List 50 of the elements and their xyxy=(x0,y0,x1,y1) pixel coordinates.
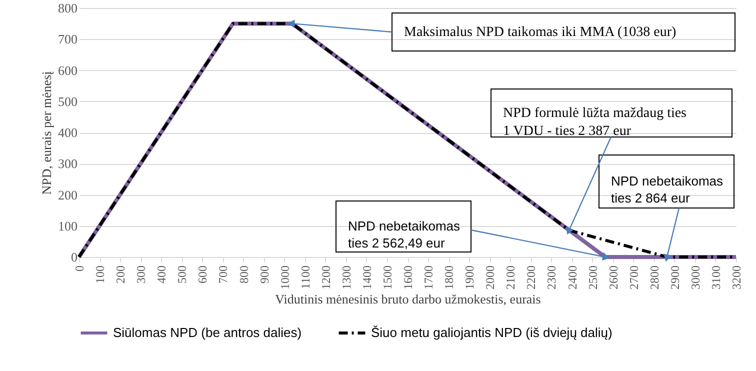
x-tick-label: 800 xyxy=(236,266,251,284)
x-tick-label: 1400 xyxy=(360,266,374,290)
x-tick-label: 2000 xyxy=(483,266,498,290)
annotation: Maksimalus NPD taikomas iki MMA (1038 eur) xyxy=(404,25,677,40)
y-tick-label: 700 xyxy=(58,32,78,47)
y-tick-label: 100 xyxy=(58,218,78,234)
x-tick-label: 2500 xyxy=(586,266,600,290)
x-tick-label: 2400 xyxy=(565,266,580,290)
x-tick-label: 400 xyxy=(154,266,169,284)
y-tick-label: 200 xyxy=(58,187,78,202)
x-tick-label: 1700 xyxy=(422,266,436,290)
x-tick-label: 0 xyxy=(72,266,86,272)
x-tick-label: 2100 xyxy=(504,266,518,290)
x-tick-label: 600 xyxy=(196,266,210,284)
x-tick-label: 200 xyxy=(114,266,128,284)
legend-label: Siūlomas NPD (be antros dalies) xyxy=(113,325,302,340)
x-tick-label: 1500 xyxy=(380,266,394,290)
x-tick-label: 2800 xyxy=(647,266,662,290)
x-tick-label: 1900 xyxy=(462,266,477,290)
x-tick-label: 3000 xyxy=(688,266,702,290)
x-tick-label: 1800 xyxy=(442,266,456,290)
annotation: NPD nebetaikomas ties 2 864 eur xyxy=(611,174,724,206)
x-tick-label: 1200 xyxy=(318,266,333,290)
x-tick-label: 2900 xyxy=(668,266,682,290)
x-tick-label: 700 xyxy=(216,266,230,284)
y-tick-label: 500 xyxy=(58,94,78,109)
x-tick-label: 3200 xyxy=(730,266,744,290)
x-tick-label: 900 xyxy=(257,266,272,284)
x-axis-title: Vidutinis mėnesinis bruto darbo užmokestis, eurais xyxy=(275,292,541,306)
x-tick-label: 2300 xyxy=(544,266,559,290)
x-tick-label: 1000 xyxy=(278,266,292,290)
x-tick-label: 2600 xyxy=(606,266,620,290)
annotation: NPD nebetaikomas ties 2 562,49 eur xyxy=(348,218,460,250)
x-tick-label: 300 xyxy=(134,266,148,284)
y-tick-label: 400 xyxy=(58,125,78,140)
y-axis-title: NPD, eurais per mėnesį xyxy=(39,70,54,195)
x-tick-label: 3100 xyxy=(708,266,723,290)
legend-label: Šiuo metu galiojantis NPD (iš dviejų dalių) xyxy=(371,325,612,340)
y-tick-label: 300 xyxy=(58,156,78,172)
y-tick-label: 800 xyxy=(58,0,78,16)
x-tick-label: 500 xyxy=(175,266,190,284)
y-tick-label: 0 xyxy=(71,250,78,264)
x-tick-label: 1600 xyxy=(401,266,415,290)
x-tick-label: 1300 xyxy=(339,266,354,290)
x-tick-label: 2200 xyxy=(524,266,538,290)
annotation: NPD formulė lūžta maždaug ties 1 VDU - ties 2 387 eur xyxy=(503,106,687,139)
x-tick-label: 1100 xyxy=(298,266,312,290)
x-tick-label: 2700 xyxy=(626,266,641,290)
x-tick-label: 100 xyxy=(93,266,108,284)
y-tick-label: 600 xyxy=(58,62,78,78)
